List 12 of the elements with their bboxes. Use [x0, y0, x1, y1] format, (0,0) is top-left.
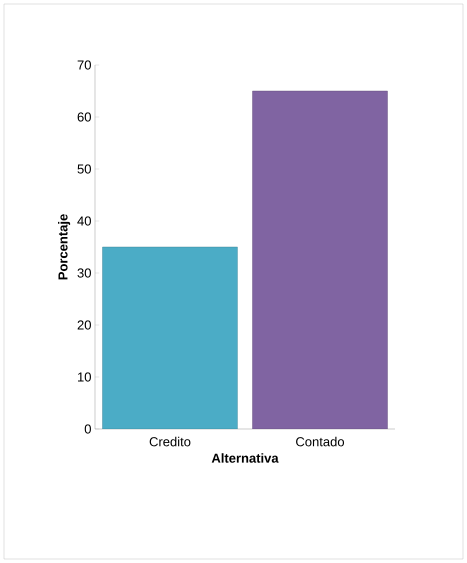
y-tick-label: 60: [78, 112, 91, 122]
y-tick-label: 50: [78, 164, 91, 174]
y-tick-label: 30: [78, 268, 91, 278]
y-tick-label: 0: [84, 424, 91, 434]
y-axis-title: Porcentaje: [58, 214, 70, 280]
y-tick-label: 70: [78, 60, 91, 70]
x-tick-label: Credito: [150, 436, 190, 446]
y-tick-label: 20: [78, 320, 91, 330]
y-tick-label: 10: [78, 372, 91, 382]
x-axis-title: Alternativa: [212, 453, 279, 463]
y-tick-label: 40: [77, 216, 91, 226]
x-tick-label: Contado: [296, 436, 344, 446]
